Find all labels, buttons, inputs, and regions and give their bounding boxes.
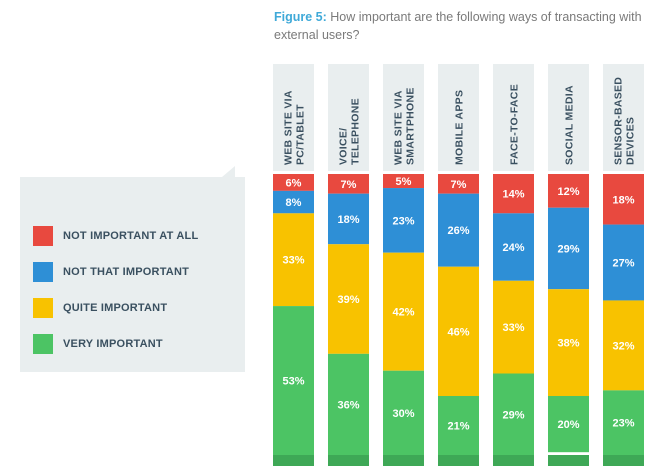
data-label: 30%: [392, 408, 414, 420]
bar-segment: [493, 213, 534, 281]
data-label: 24%: [502, 242, 524, 254]
bar-base: [438, 455, 479, 466]
bar-segment: [493, 280, 534, 374]
bar-base: [383, 455, 424, 466]
bar-base: [493, 455, 534, 466]
bar-segment: [273, 174, 314, 191]
data-label: 23%: [612, 418, 634, 430]
bar-segment: [383, 174, 424, 189]
data-label: 12%: [557, 186, 579, 198]
data-label: 18%: [612, 194, 634, 206]
legend-swatch-green: [33, 334, 53, 354]
legend-swatch-yellow: [33, 298, 53, 318]
category-header: [383, 64, 424, 171]
legend-label: NOT THAT IMPORTANT: [63, 266, 190, 278]
data-label: 8%: [286, 197, 302, 209]
bar-segment: [438, 193, 479, 267]
category-label: SOCIAL MEDIA: [564, 85, 576, 165]
category-label: WEB SITE VIA: [393, 90, 405, 165]
bar-segment: [328, 244, 369, 354]
bar-segment: [273, 306, 314, 455]
category-label: PC/TABLET: [295, 104, 307, 165]
bar-base: [548, 455, 589, 466]
data-label: 36%: [337, 399, 359, 411]
category-header: [438, 64, 479, 171]
bar-segment: [603, 390, 644, 455]
category-label: SENSOR-BASED: [613, 77, 625, 165]
category-header: [548, 64, 589, 171]
category-header: [273, 64, 314, 171]
data-label: 32%: [612, 340, 634, 352]
category-label: FACE-TO-FACE: [509, 84, 521, 165]
data-label: 42%: [392, 307, 414, 319]
data-label: 18%: [337, 214, 359, 226]
legend-label: NOT IMPORTANT AT ALL: [63, 230, 199, 242]
bar-segment: [273, 190, 314, 214]
bar-segment: [548, 207, 589, 290]
category-label: TELEPHONE: [350, 98, 362, 165]
bar-segment: [438, 174, 479, 194]
bar-segment: [603, 300, 644, 391]
legend-pointer: [222, 166, 235, 177]
legend-item-very-important: VERY IMPORTANT: [33, 333, 163, 355]
legend-label: VERY IMPORTANT: [63, 338, 163, 350]
bar-segment: [493, 174, 534, 214]
category-header: [603, 64, 644, 171]
data-label: 27%: [612, 258, 634, 270]
data-label: 5%: [396, 176, 412, 188]
bar-segment: [493, 373, 534, 455]
bar-segment: [328, 174, 369, 194]
data-label: 26%: [447, 225, 469, 237]
bar-segment: [548, 395, 589, 453]
data-label: 46%: [447, 326, 469, 338]
data-label: 53%: [282, 376, 304, 388]
category-label: VOICE/: [338, 128, 350, 165]
figure-question: How important are the following ways of …: [274, 10, 642, 42]
data-label: 29%: [502, 409, 524, 421]
data-label: 21%: [447, 420, 469, 432]
bar-segment: [548, 289, 589, 396]
data-label: 29%: [557, 243, 579, 255]
legend-swatch-red: [33, 226, 53, 246]
bar-segment: [383, 370, 424, 455]
bar-base: [328, 455, 369, 466]
data-label: 39%: [337, 294, 359, 306]
figure-label: Figure 5:: [274, 10, 327, 24]
data-label: 6%: [286, 177, 302, 189]
bar-base: [603, 455, 644, 466]
legend-item-not-that-important: NOT THAT IMPORTANT: [33, 261, 189, 283]
category-header: [328, 64, 369, 171]
data-label: 14%: [502, 189, 524, 201]
bar-segment: [328, 193, 369, 245]
data-label: 38%: [557, 338, 579, 350]
data-label: 33%: [282, 255, 304, 267]
bar-segment: [383, 252, 424, 371]
bar-segment: [383, 188, 424, 253]
bar-base: [273, 455, 314, 466]
bar-segment: [548, 174, 589, 208]
bar-segment: [603, 174, 644, 225]
legend-swatch-blue: [33, 262, 53, 282]
bar-segment: [438, 395, 479, 455]
bar-segment: [273, 213, 314, 307]
category-label: WEB SITE VIA: [283, 90, 295, 165]
category-label: MOBILE APPS: [454, 90, 466, 165]
legend: NOT IMPORTANT AT ALL NOT THAT IMPORTANT …: [20, 177, 245, 372]
bar-segment: [603, 224, 644, 301]
legend-item-not-important-at-all: NOT IMPORTANT AT ALL: [33, 225, 198, 247]
data-label: 23%: [392, 215, 414, 227]
bar-segment: [328, 353, 369, 455]
data-label: 33%: [502, 322, 524, 334]
figure-title: Figure 5: How important are the followin…: [274, 8, 654, 44]
legend-item-quite-important: QUITE IMPORTANT: [33, 297, 167, 319]
data-label: 7%: [451, 179, 467, 191]
bar-segment: [438, 266, 479, 396]
category-label: DEVICES: [625, 117, 637, 165]
data-label: 7%: [341, 179, 357, 191]
category-label: SMARTPHONE: [405, 87, 417, 165]
category-header: [493, 64, 534, 171]
legend-label: QUITE IMPORTANT: [63, 302, 168, 314]
data-label: 20%: [557, 419, 579, 431]
